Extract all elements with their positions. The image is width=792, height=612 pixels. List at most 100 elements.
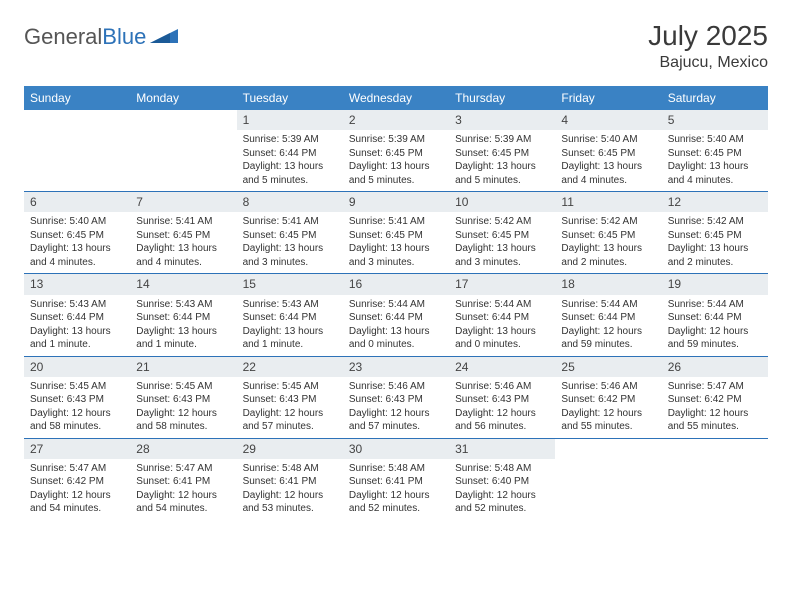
day-number: 9: [343, 192, 449, 212]
daylight-text: Daylight: 12 hours and 55 minutes.: [668, 407, 762, 434]
day-cell: 17Sunrise: 5:44 AMSunset: 6:44 PMDayligh…: [449, 274, 555, 355]
sunrise-text: Sunrise: 5:48 AM: [243, 462, 337, 476]
weeks-container: ....1Sunrise: 5:39 AMSunset: 6:44 PMDayl…: [24, 110, 768, 520]
day-number: 7: [130, 192, 236, 212]
daylight-text: Daylight: 13 hours and 5 minutes.: [243, 160, 337, 187]
day-number: 16: [343, 274, 449, 294]
sunset-text: Sunset: 6:45 PM: [455, 147, 549, 161]
day-cell: 25Sunrise: 5:46 AMSunset: 6:42 PMDayligh…: [555, 357, 661, 438]
daylight-text: Daylight: 12 hours and 52 minutes.: [349, 489, 443, 516]
sunset-text: Sunset: 6:43 PM: [243, 393, 337, 407]
day-body: Sunrise: 5:39 AMSunset: 6:45 PMDaylight:…: [343, 130, 449, 191]
day-cell: 7Sunrise: 5:41 AMSunset: 6:45 PMDaylight…: [130, 192, 236, 273]
day-number: 11: [555, 192, 661, 212]
day-number: 17: [449, 274, 555, 294]
weekday-label: Monday: [130, 86, 236, 110]
day-number: 20: [24, 357, 130, 377]
sunset-text: Sunset: 6:43 PM: [136, 393, 230, 407]
day-cell: 9Sunrise: 5:41 AMSunset: 6:45 PMDaylight…: [343, 192, 449, 273]
day-number: 23: [343, 357, 449, 377]
day-number: 15: [237, 274, 343, 294]
sunset-text: Sunset: 6:41 PM: [243, 475, 337, 489]
day-body: Sunrise: 5:46 AMSunset: 6:43 PMDaylight:…: [449, 377, 555, 438]
day-number: 28: [130, 439, 236, 459]
sunrise-text: Sunrise: 5:39 AM: [349, 133, 443, 147]
day-body: Sunrise: 5:42 AMSunset: 6:45 PMDaylight:…: [555, 212, 661, 273]
sunset-text: Sunset: 6:45 PM: [243, 229, 337, 243]
calendar: SundayMondayTuesdayWednesdayThursdayFrid…: [24, 86, 768, 520]
sunrise-text: Sunrise: 5:44 AM: [349, 298, 443, 312]
sunset-text: Sunset: 6:42 PM: [30, 475, 124, 489]
daylight-text: Daylight: 12 hours and 59 minutes.: [561, 325, 655, 352]
day-body: Sunrise: 5:42 AMSunset: 6:45 PMDaylight:…: [662, 212, 768, 273]
day-cell: 28Sunrise: 5:47 AMSunset: 6:41 PMDayligh…: [130, 439, 236, 520]
day-cell: 18Sunrise: 5:44 AMSunset: 6:44 PMDayligh…: [555, 274, 661, 355]
day-body: Sunrise: 5:48 AMSunset: 6:40 PMDaylight:…: [449, 459, 555, 520]
sunset-text: Sunset: 6:41 PM: [349, 475, 443, 489]
sunrise-text: Sunrise: 5:41 AM: [136, 215, 230, 229]
title-block: July 2025 Bajucu, Mexico: [648, 20, 768, 72]
sunset-text: Sunset: 6:42 PM: [561, 393, 655, 407]
daylight-text: Daylight: 13 hours and 0 minutes.: [349, 325, 443, 352]
sunset-text: Sunset: 6:45 PM: [561, 147, 655, 161]
daylight-text: Daylight: 13 hours and 1 minute.: [136, 325, 230, 352]
sunset-text: Sunset: 6:45 PM: [30, 229, 124, 243]
sunset-text: Sunset: 6:44 PM: [243, 311, 337, 325]
sunrise-text: Sunrise: 5:47 AM: [30, 462, 124, 476]
day-body: Sunrise: 5:42 AMSunset: 6:45 PMDaylight:…: [449, 212, 555, 273]
day-number: 14: [130, 274, 236, 294]
sunset-text: Sunset: 6:40 PM: [455, 475, 549, 489]
sunset-text: Sunset: 6:44 PM: [30, 311, 124, 325]
sunset-text: Sunset: 6:45 PM: [349, 229, 443, 243]
sunrise-text: Sunrise: 5:40 AM: [30, 215, 124, 229]
daylight-text: Daylight: 13 hours and 5 minutes.: [349, 160, 443, 187]
day-cell: 2Sunrise: 5:39 AMSunset: 6:45 PMDaylight…: [343, 110, 449, 191]
sunset-text: Sunset: 6:45 PM: [136, 229, 230, 243]
sunset-text: Sunset: 6:44 PM: [243, 147, 337, 161]
sunrise-text: Sunrise: 5:45 AM: [243, 380, 337, 394]
day-body: Sunrise: 5:39 AMSunset: 6:44 PMDaylight:…: [237, 130, 343, 191]
day-number: 10: [449, 192, 555, 212]
sunset-text: Sunset: 6:45 PM: [561, 229, 655, 243]
daylight-text: Daylight: 12 hours and 54 minutes.: [30, 489, 124, 516]
day-cell: 19Sunrise: 5:44 AMSunset: 6:44 PMDayligh…: [662, 274, 768, 355]
day-body: Sunrise: 5:39 AMSunset: 6:45 PMDaylight:…: [449, 130, 555, 191]
day-cell: 21Sunrise: 5:45 AMSunset: 6:43 PMDayligh…: [130, 357, 236, 438]
sunrise-text: Sunrise: 5:46 AM: [349, 380, 443, 394]
day-cell: 11Sunrise: 5:42 AMSunset: 6:45 PMDayligh…: [555, 192, 661, 273]
logo-text-1: General: [24, 24, 102, 50]
daylight-text: Daylight: 13 hours and 0 minutes.: [455, 325, 549, 352]
daylight-text: Daylight: 13 hours and 3 minutes.: [243, 242, 337, 269]
day-cell: 15Sunrise: 5:43 AMSunset: 6:44 PMDayligh…: [237, 274, 343, 355]
week-row: 6Sunrise: 5:40 AMSunset: 6:45 PMDaylight…: [24, 192, 768, 274]
sunrise-text: Sunrise: 5:42 AM: [455, 215, 549, 229]
sunrise-text: Sunrise: 5:44 AM: [668, 298, 762, 312]
weekday-label: Saturday: [662, 86, 768, 110]
day-cell: 16Sunrise: 5:44 AMSunset: 6:44 PMDayligh…: [343, 274, 449, 355]
day-number: 29: [237, 439, 343, 459]
daylight-text: Daylight: 13 hours and 2 minutes.: [668, 242, 762, 269]
logo-text-2: Blue: [102, 24, 146, 50]
sunset-text: Sunset: 6:44 PM: [455, 311, 549, 325]
sunset-text: Sunset: 6:45 PM: [668, 147, 762, 161]
day-cell: 13Sunrise: 5:43 AMSunset: 6:44 PMDayligh…: [24, 274, 130, 355]
day-cell: 22Sunrise: 5:45 AMSunset: 6:43 PMDayligh…: [237, 357, 343, 438]
day-cell: 3Sunrise: 5:39 AMSunset: 6:45 PMDaylight…: [449, 110, 555, 191]
daylight-text: Daylight: 12 hours and 52 minutes.: [455, 489, 549, 516]
sunset-text: Sunset: 6:43 PM: [455, 393, 549, 407]
sunrise-text: Sunrise: 5:44 AM: [561, 298, 655, 312]
page-title: July 2025: [648, 20, 768, 52]
day-body: Sunrise: 5:43 AMSunset: 6:44 PMDaylight:…: [130, 295, 236, 356]
daylight-text: Daylight: 12 hours and 58 minutes.: [136, 407, 230, 434]
day-number: 19: [662, 274, 768, 294]
daylight-text: Daylight: 13 hours and 4 minutes.: [30, 242, 124, 269]
daylight-text: Daylight: 12 hours and 55 minutes.: [561, 407, 655, 434]
daylight-text: Daylight: 12 hours and 56 minutes.: [455, 407, 549, 434]
daylight-text: Daylight: 13 hours and 3 minutes.: [455, 242, 549, 269]
day-body: Sunrise: 5:40 AMSunset: 6:45 PMDaylight:…: [24, 212, 130, 273]
daylight-text: Daylight: 12 hours and 54 minutes.: [136, 489, 230, 516]
weekday-label: Wednesday: [343, 86, 449, 110]
day-body: Sunrise: 5:44 AMSunset: 6:44 PMDaylight:…: [555, 295, 661, 356]
page: GeneralBlue July 2025 Bajucu, Mexico Sun…: [0, 0, 792, 530]
sunrise-text: Sunrise: 5:40 AM: [668, 133, 762, 147]
